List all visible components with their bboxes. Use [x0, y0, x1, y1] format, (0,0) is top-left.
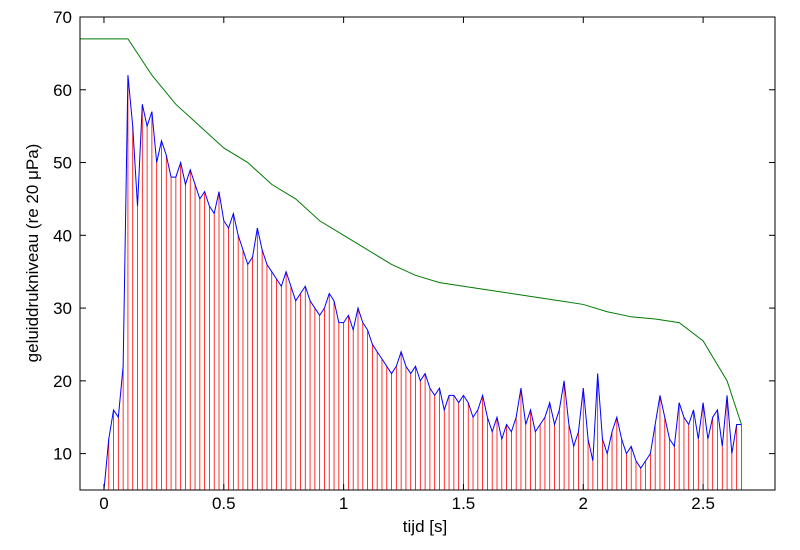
x-tick-label: 1.5 — [452, 494, 476, 513]
y-tick-label: 40 — [53, 226, 72, 245]
y-tick-label: 70 — [53, 8, 72, 27]
data-layer — [80, 38, 742, 490]
plot-frame — [79, 16, 776, 491]
x-tick-label: 1 — [339, 494, 348, 513]
y-tick-label: 10 — [53, 445, 72, 464]
y-axis-label: geluiddrukniveau (re 20 μPa) — [23, 144, 42, 363]
level-line — [103, 75, 742, 490]
x-tick-label: 2.5 — [691, 494, 715, 513]
plot-area — [80, 17, 775, 490]
y-tick-label: 20 — [53, 372, 72, 391]
y-tick-label: 50 — [53, 154, 72, 173]
y-tick-label: 60 — [53, 81, 72, 100]
y-tick-label: 30 — [53, 299, 72, 318]
x-tick-label: 0 — [99, 494, 108, 513]
decay-line — [80, 38, 742, 425]
x-axis-label: tijd [s] — [403, 517, 447, 536]
x-tick-label: 0.5 — [212, 494, 236, 513]
x-tick-label: 2 — [579, 494, 588, 513]
